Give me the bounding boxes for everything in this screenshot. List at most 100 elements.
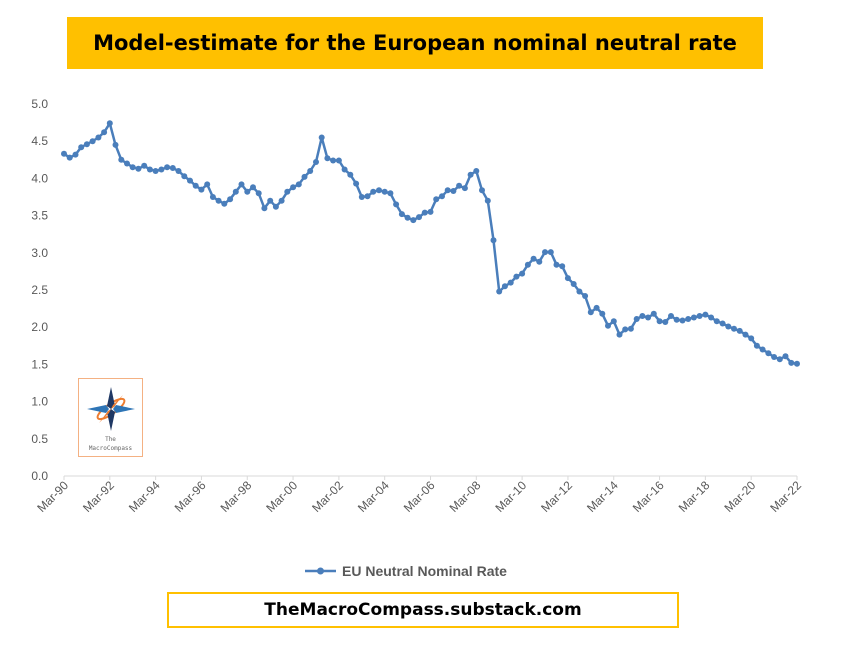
data-point [605, 322, 611, 329]
data-point [404, 214, 411, 221]
data-point [679, 317, 686, 324]
data-point [450, 188, 457, 194]
data-point [622, 326, 629, 333]
data-point [124, 160, 130, 167]
data-point [645, 314, 652, 321]
data-point [702, 311, 709, 318]
data-point [782, 353, 789, 360]
legend-marker [317, 567, 324, 575]
data-point [250, 184, 256, 191]
y-tick-label: 4.5 [31, 134, 48, 148]
data-point [347, 171, 354, 178]
data-point [484, 197, 491, 204]
data-point [209, 194, 216, 200]
data-point [301, 173, 308, 180]
data-point [513, 273, 520, 280]
footer-banner: TheMacroCompass.substack.com [167, 592, 679, 628]
y-tick-label: 4.0 [31, 171, 48, 185]
y-tick-label: 2.0 [31, 320, 48, 334]
data-point [106, 120, 113, 127]
data-point [278, 197, 285, 204]
data-point [765, 350, 772, 357]
y-tick-label: 0.0 [31, 469, 48, 483]
data-point [187, 177, 193, 184]
data-point [690, 314, 697, 321]
data-point [794, 360, 800, 367]
data-point [542, 249, 548, 256]
data-point [593, 304, 600, 311]
data-point [89, 138, 96, 145]
data-point [232, 188, 239, 195]
data-point [490, 237, 497, 244]
data-point [410, 217, 417, 224]
data-point [564, 275, 571, 282]
data-point [141, 162, 148, 169]
data-point [582, 293, 589, 299]
data-point [662, 319, 669, 325]
data-point [519, 270, 526, 277]
data-point [719, 320, 726, 327]
y-tick-label: 1.5 [31, 357, 48, 371]
data-point [456, 182, 463, 189]
data-point [771, 354, 778, 360]
data-point [78, 144, 85, 151]
data-point [656, 318, 663, 325]
data-point [381, 188, 388, 195]
data-point [175, 168, 182, 174]
y-tick-label: 5.0 [31, 97, 48, 111]
x-tick-label: Mar-94 [126, 478, 163, 515]
data-point [599, 310, 606, 317]
data-point [547, 249, 554, 256]
data-point [272, 203, 279, 210]
data-point [633, 316, 640, 322]
data-point [616, 331, 623, 338]
data-point [650, 310, 657, 317]
data-point [244, 188, 251, 195]
data-point [261, 205, 268, 212]
data-point [295, 181, 302, 188]
data-point [61, 150, 67, 157]
data-point [731, 325, 737, 332]
data-point [307, 168, 314, 174]
data-point [416, 214, 422, 221]
data-point [696, 313, 703, 319]
x-tick-label: Mar-22 [767, 478, 804, 515]
x-tick-label: Mar-18 [676, 478, 713, 515]
x-tick-label: Mar-16 [630, 478, 667, 515]
data-point [370, 188, 377, 195]
data-point [639, 313, 646, 319]
data-point [341, 166, 348, 173]
data-point [290, 184, 297, 191]
x-tick-label: Mar-98 [218, 478, 255, 515]
data-point [708, 314, 715, 321]
y-tick-label: 3.5 [31, 209, 48, 223]
data-point [713, 318, 720, 325]
data-point [439, 193, 445, 200]
x-tick-label: Mar-06 [401, 478, 438, 515]
x-tick-label: Mar-90 [34, 478, 71, 515]
data-point [627, 325, 634, 332]
data-point [112, 141, 119, 148]
data-point [496, 288, 503, 295]
data-point [610, 318, 617, 325]
data-point [238, 181, 245, 188]
data-point [313, 159, 319, 165]
x-tick-label: Mar-00 [263, 478, 300, 515]
data-point [748, 335, 755, 342]
data-point [524, 261, 531, 268]
y-tick-label: 2.5 [31, 283, 48, 297]
series-line-eu-neutral-nominal-rate [63, 122, 798, 365]
data-point [335, 157, 342, 164]
data-point [358, 194, 365, 200]
data-point [181, 173, 188, 180]
data-point [227, 196, 234, 203]
data-point [501, 283, 508, 290]
data-point [353, 180, 360, 187]
data-point [742, 331, 749, 338]
x-tick-label: Mar-96 [172, 478, 209, 515]
data-point [587, 309, 594, 316]
x-tick-label: Mar-92 [80, 478, 117, 515]
legend-label: EU Neutral Nominal Rate [342, 563, 507, 579]
data-point [553, 261, 560, 268]
data-point [759, 346, 766, 353]
